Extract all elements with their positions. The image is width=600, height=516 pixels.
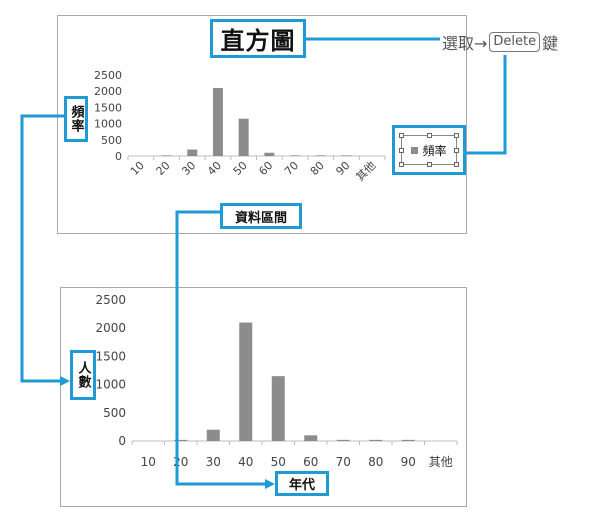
delete-key: Delete (489, 32, 541, 52)
legend-entry: 頻率 (422, 143, 447, 158)
top-bar (341, 155, 352, 156)
bottom-x-tick-label: 其他 (429, 455, 453, 469)
legend[interactable]: 頻率 (399, 133, 459, 167)
top-x-axis-label: 資料區間 (234, 210, 287, 226)
top-y-axis-label: 頻率 (68, 105, 84, 133)
bottom-bar (239, 322, 253, 441)
bottom-x-tick-label: 90 (401, 455, 416, 469)
bottom-y-tick-label: 2500 (95, 293, 126, 307)
bottom-y-axis-label: 人數 (75, 361, 91, 389)
top-bar (161, 155, 172, 156)
bottom-x-tick-label: 20 (173, 455, 188, 469)
top-bar (264, 152, 275, 156)
legend-highlight: 頻率 (392, 125, 466, 175)
bottom-x-tick-label: 10 (141, 455, 156, 469)
bottom-y-tick-label: 0 (118, 434, 126, 448)
resize-handle[interactable] (427, 133, 432, 138)
bottom-xlabel-highlight: 年代 (275, 471, 329, 496)
resize-handle[interactable] (454, 162, 459, 167)
top-y-tick-label: 2000 (94, 85, 122, 98)
chart-title: 直方圖 (220, 26, 296, 55)
bottom-x-tick-label: 70 (336, 455, 351, 469)
top-bar (315, 155, 326, 156)
top-bar (238, 118, 249, 156)
resize-handle[interactable] (427, 162, 432, 167)
top-bar (290, 155, 301, 156)
bottom-x-tick-label: 60 (303, 455, 318, 469)
bottom-x-tick-label: 30 (206, 455, 221, 469)
bottom-bar (336, 439, 350, 441)
top-y-tick-label: 0 (115, 150, 122, 163)
bottom-y-tick-label: 1500 (95, 349, 126, 363)
top-y-tick-label: 2500 (94, 69, 122, 82)
resize-handle[interactable] (399, 148, 404, 153)
top-ylabel-highlight: 頻率 (64, 96, 88, 142)
bottom-y-tick-label: 2000 (95, 321, 126, 335)
top-bar (187, 149, 198, 156)
top-xlabel-highlight: 資料區間 (220, 203, 302, 229)
bottom-x-tick-label: 40 (238, 455, 253, 469)
bottom-y-tick-label: 1000 (95, 378, 126, 392)
bottom-y-tick-label: 500 (103, 406, 126, 420)
bottom-x-tick-label: 50 (271, 455, 286, 469)
bottom-bar (206, 429, 220, 441)
top-y-tick-label: 1000 (94, 118, 122, 131)
legend-swatch (411, 146, 419, 154)
resize-handle[interactable] (399, 133, 404, 138)
resize-handle[interactable] (454, 133, 459, 138)
chart-title-highlight: 直方圖 (210, 19, 306, 58)
top-y-tick-label: 1500 (94, 101, 122, 114)
resize-handle[interactable] (454, 148, 459, 153)
bottom-bar (369, 439, 383, 441)
delete-instruction: 選取→ Delete 鍵 (442, 30, 558, 54)
top-bar (212, 87, 223, 156)
bottom-bar (401, 439, 415, 441)
top-y-tick-label: 500 (101, 134, 122, 147)
instruction-suffix: 鍵 (542, 34, 559, 53)
bottom-ylabel-highlight: 人數 (70, 350, 96, 400)
bottom-bar (271, 376, 285, 441)
bottom-x-tick-label: 80 (368, 455, 383, 469)
bottom-bar (174, 439, 188, 441)
resize-handle[interactable] (399, 162, 404, 167)
instruction-prefix: 選取→ (442, 34, 488, 53)
bottom-x-axis-label: 年代 (288, 478, 315, 493)
bottom-bar (304, 435, 318, 441)
